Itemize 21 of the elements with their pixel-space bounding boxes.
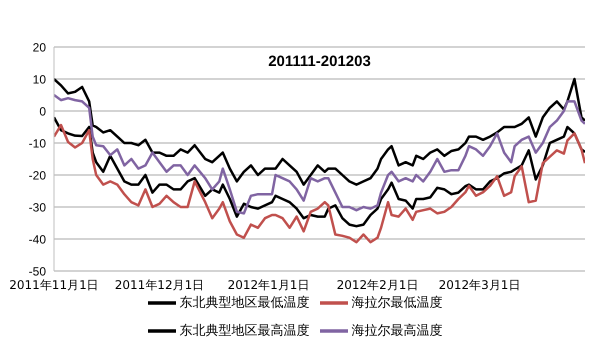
y-tick-label: 10 [32, 72, 46, 86]
x-tick-label: 2011年12月1日 [114, 278, 204, 292]
y-tick-label: -30 [28, 200, 46, 214]
chart-title: 201111-201203 [267, 53, 372, 70]
legend-label: 海拉尔最高温度 [352, 323, 442, 338]
x-tick-label: 2012年3月1日 [438, 278, 520, 292]
x-tick-label: 2012年2月1日 [336, 278, 418, 292]
x-tick-label: 2012年1月1日 [228, 278, 310, 292]
legend-label: 海拉尔最低温度 [352, 295, 442, 310]
y-tick-label: -40 [28, 232, 46, 246]
line-series [54, 124, 585, 244]
legend-label: 东北典型地区最高温度 [180, 323, 310, 338]
legend-label: 东北典型地区最低温度 [180, 295, 310, 310]
line-series [54, 94, 585, 215]
y-tick-label: -20 [28, 168, 46, 182]
x-tick-label: 2011年11月1日 [9, 278, 99, 292]
y-tick-label: 20 [32, 40, 46, 54]
y-tick-label: 0 [39, 104, 46, 118]
y-tick-label: -10 [28, 136, 46, 150]
y-tick-label: -50 [28, 264, 46, 278]
line-series [54, 78, 585, 186]
